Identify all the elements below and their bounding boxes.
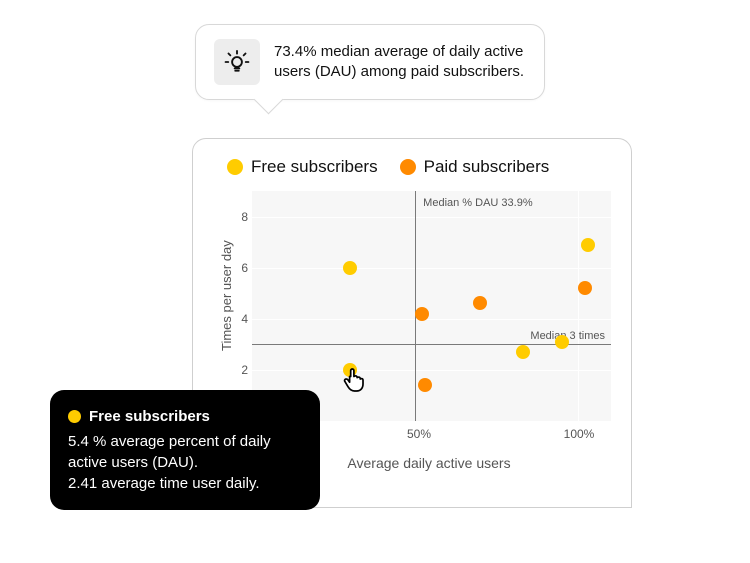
data-point-free[interactable] xyxy=(581,238,595,252)
gridline xyxy=(252,217,611,218)
data-point-paid[interactable] xyxy=(415,307,429,321)
y-tick: 2 xyxy=(241,363,248,377)
median-vertical-label: Median % DAU 33.9% xyxy=(423,197,532,209)
pointer-cursor-icon xyxy=(341,365,367,400)
legend-item-free[interactable]: Free subscribers xyxy=(227,157,378,177)
chart-area: Times per user day 2 4 6 8 Median 3 timesMe… xyxy=(217,191,611,421)
gridline xyxy=(252,319,611,320)
legend-label: Paid subscribers xyxy=(424,157,550,177)
gridline xyxy=(252,370,611,371)
y-axis-ticks: 2 4 6 8 xyxy=(234,191,252,421)
legend-dot-paid xyxy=(400,159,416,175)
x-tick: 100% xyxy=(564,427,595,441)
data-point-paid[interactable] xyxy=(418,378,432,392)
tooltip-line: 5.4 % average percent of daily active us… xyxy=(68,431,302,473)
data-point-free[interactable] xyxy=(343,261,357,275)
data-point-paid[interactable] xyxy=(578,281,592,295)
y-tick: 6 xyxy=(241,261,248,275)
tooltip-title: Free subscribers xyxy=(68,406,302,427)
tooltip-series-label: Free subscribers xyxy=(89,406,210,427)
data-point-free[interactable] xyxy=(555,335,569,349)
legend-dot-free xyxy=(227,159,243,175)
gridline xyxy=(252,268,611,269)
tooltip-line: 2.41 average time user daily. xyxy=(68,473,302,494)
data-point-paid[interactable] xyxy=(473,296,487,310)
chart-legend: Free subscribers Paid subscribers xyxy=(227,157,611,177)
y-tick: 4 xyxy=(241,312,248,326)
datapoint-tooltip: Free subscribers 5.4 % average percent o… xyxy=(50,390,320,510)
insight-text: 73.4% median average of daily active use… xyxy=(274,42,526,83)
y-tick: 8 xyxy=(241,210,248,224)
lightbulb-icon-box xyxy=(214,39,260,85)
gridline xyxy=(578,191,579,421)
data-point-free[interactable] xyxy=(516,345,530,359)
insight-callout: 73.4% median average of daily active use… xyxy=(195,24,545,100)
median-vertical-line xyxy=(415,191,416,421)
scatter-plot[interactable]: Median 3 timesMedian % DAU 33.9% xyxy=(252,191,611,421)
legend-label: Free subscribers xyxy=(251,157,378,177)
lightbulb-icon xyxy=(223,48,251,76)
y-axis-label: Times per user day xyxy=(217,191,234,421)
x-tick: 50% xyxy=(407,427,431,441)
legend-item-paid[interactable]: Paid subscribers xyxy=(400,157,550,177)
tooltip-series-dot xyxy=(68,410,81,423)
